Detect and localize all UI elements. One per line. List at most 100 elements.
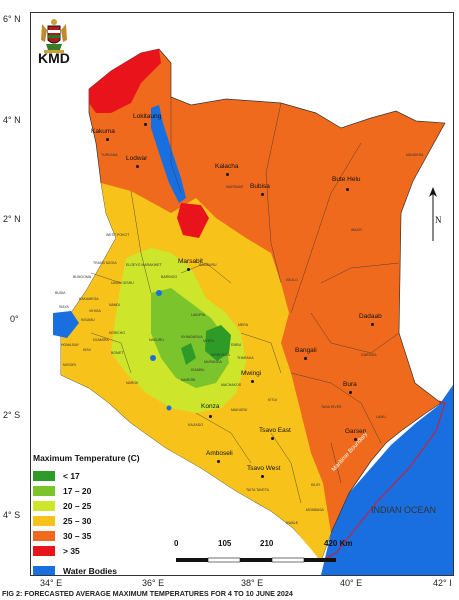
county-label-kisii: KISII (83, 348, 91, 352)
county-label-taita-taveta: TAITA TAVETA (246, 488, 269, 492)
place-dot (304, 357, 307, 360)
place-dot (349, 391, 352, 394)
place-dot (187, 268, 190, 271)
lon-label-42e: 42° I (433, 578, 452, 588)
county-label-isiolo: ISIOLO (286, 278, 298, 282)
county-label-kisumu: KISUMU (81, 318, 95, 322)
county-label-kericho: KERICHO (109, 331, 125, 335)
county-label-wajir: WAJIR (351, 228, 362, 232)
place-kakuma: Kakuma (91, 128, 115, 135)
county-label-meru: MERU (238, 323, 249, 327)
legend-label-water: Water Bodies (63, 566, 118, 576)
county-label-baringo: BARINGO (161, 275, 178, 279)
place-dot (136, 165, 139, 168)
kmd-logo (36, 16, 72, 54)
county-label-embu: EMBU (231, 343, 242, 347)
legend-item: 30 – 35 (33, 529, 140, 543)
county-label-siaya: SIAYA (59, 305, 69, 309)
county-label-west-pokot: WEST POKOT (106, 233, 130, 237)
legend-item-water: Water Bodies (33, 564, 140, 576)
county-label-migori: MIGORI (63, 363, 76, 367)
legend-item: < 17 (33, 469, 140, 483)
place-bubisa: Bubisa (250, 183, 270, 190)
place-dot (261, 475, 264, 478)
kenya-temperature-map (53, 48, 453, 575)
county-label-kakamega: KAKAMEGA (79, 297, 99, 301)
lake-turkana (151, 105, 186, 203)
lon-label-38e: 38° E (241, 578, 264, 588)
place-dot (271, 437, 274, 440)
county-label-busia: BUSIA (55, 291, 66, 295)
lat-label-4s: 4° S (3, 510, 21, 520)
coat-of-arms-icon (41, 19, 67, 53)
scale-label: 105 (218, 539, 232, 548)
county-label-kajiado: KAJIADO (188, 423, 203, 427)
place-dadaab: Dadaab (359, 313, 382, 320)
place-lodwar: Lodwar (126, 155, 148, 162)
county-label-turkana: TURKANA (101, 153, 118, 157)
scale-bar-graphic (176, 557, 336, 563)
ocean-label: INDIAN OCEAN (371, 505, 437, 515)
legend-swatch-water (33, 566, 55, 575)
legend-label: 17 – 20 (63, 486, 92, 496)
place-dot (226, 173, 229, 176)
county-label-kiambu: KIAMBU (191, 368, 205, 372)
county-label-machakos: MACHAKOS (221, 383, 242, 387)
county-label-tana-river: TANA RIVER (321, 405, 342, 409)
legend-swatch (33, 531, 55, 541)
region-below-17-mt-kenya (205, 325, 231, 361)
lake-baringo (156, 290, 162, 296)
map-frame: KMD Lokitaung Kakuma Lodwar Kalacha Bubi… (30, 12, 454, 576)
place-dot (261, 193, 264, 196)
county-label-mombasa: MOMBASA (306, 508, 324, 512)
legend-item: 25 – 30 (33, 514, 140, 528)
figure-caption: FIG 2: FORECASTED AVERAGE MAXIMUM TEMPER… (2, 589, 293, 598)
legend-item: 17 – 20 (33, 484, 140, 498)
county-label-kirinyaga: KIRINYAGA (211, 353, 230, 357)
scale-label: 210 (260, 539, 274, 548)
region-below-17-aberdares (181, 343, 196, 365)
county-label-tharaka: THARAKA (237, 356, 254, 360)
indian-ocean-area (321, 385, 453, 575)
place-tsavo-east: Tsavo East (259, 427, 291, 434)
county-label-muranga: MURANGA (204, 360, 222, 364)
county-label-uasin-gishu: UASIN GISHU (111, 281, 134, 285)
legend-item: > 35 (33, 544, 140, 558)
legend-swatch (33, 471, 55, 481)
lon-label-36e: 36° E (142, 578, 165, 588)
legend-swatch (33, 486, 55, 496)
county-label-mandera: MANDERA (406, 153, 424, 157)
lake-magadi (166, 405, 172, 411)
county-label-nyamira: NYAMIRA (93, 338, 109, 342)
place-dot (144, 123, 147, 126)
county-label-kwale: KWALE (286, 521, 299, 525)
county-label-kitui: KITUI (268, 398, 277, 402)
place-dot (346, 188, 349, 191)
lat-label-2s: 2° S (3, 410, 21, 420)
legend: Maximum Temperature (C) < 17 17 – 20 20 … (33, 453, 140, 576)
place-dot (106, 138, 109, 141)
lon-label-40e: 40° E (340, 578, 363, 588)
county-label-bungoma: BUNGOMA (73, 275, 92, 279)
lon-label-34e: 34° E (40, 578, 63, 588)
county-label-narok: NAROK (126, 381, 139, 385)
county-label-trans-nzoia: TRANS NZOIA (93, 261, 117, 265)
legend-swatch (33, 516, 55, 526)
county-label-homa-bay: HOMA BAY (61, 343, 80, 347)
lake-naivasha (150, 355, 156, 361)
county-label-vihiga: VIHIGA (89, 309, 101, 313)
place-konza: Konza (201, 403, 220, 410)
county-label-garissa: GARISSA (361, 353, 377, 357)
place-bute-helu: Bute Helu (332, 176, 361, 183)
legend-title: Maximum Temperature (C) (33, 453, 140, 463)
legend-label: < 17 (63, 471, 80, 481)
county-label-elgeyo-marakwet: ELGEYO MARAKWET (126, 263, 162, 267)
place-lokitaung: Lokitaung (133, 113, 162, 120)
county-label-nyandarua: NYANDARUA (181, 335, 203, 339)
county-label-laikipia: LAIKIPIA (191, 313, 206, 317)
county-boundaries (90, 97, 400, 504)
county-label-bomet: BOMET (111, 351, 124, 355)
legend-item: 20 – 25 (33, 499, 140, 513)
place-dot (354, 438, 357, 441)
county-label-nyeri: NYERI (203, 339, 214, 343)
